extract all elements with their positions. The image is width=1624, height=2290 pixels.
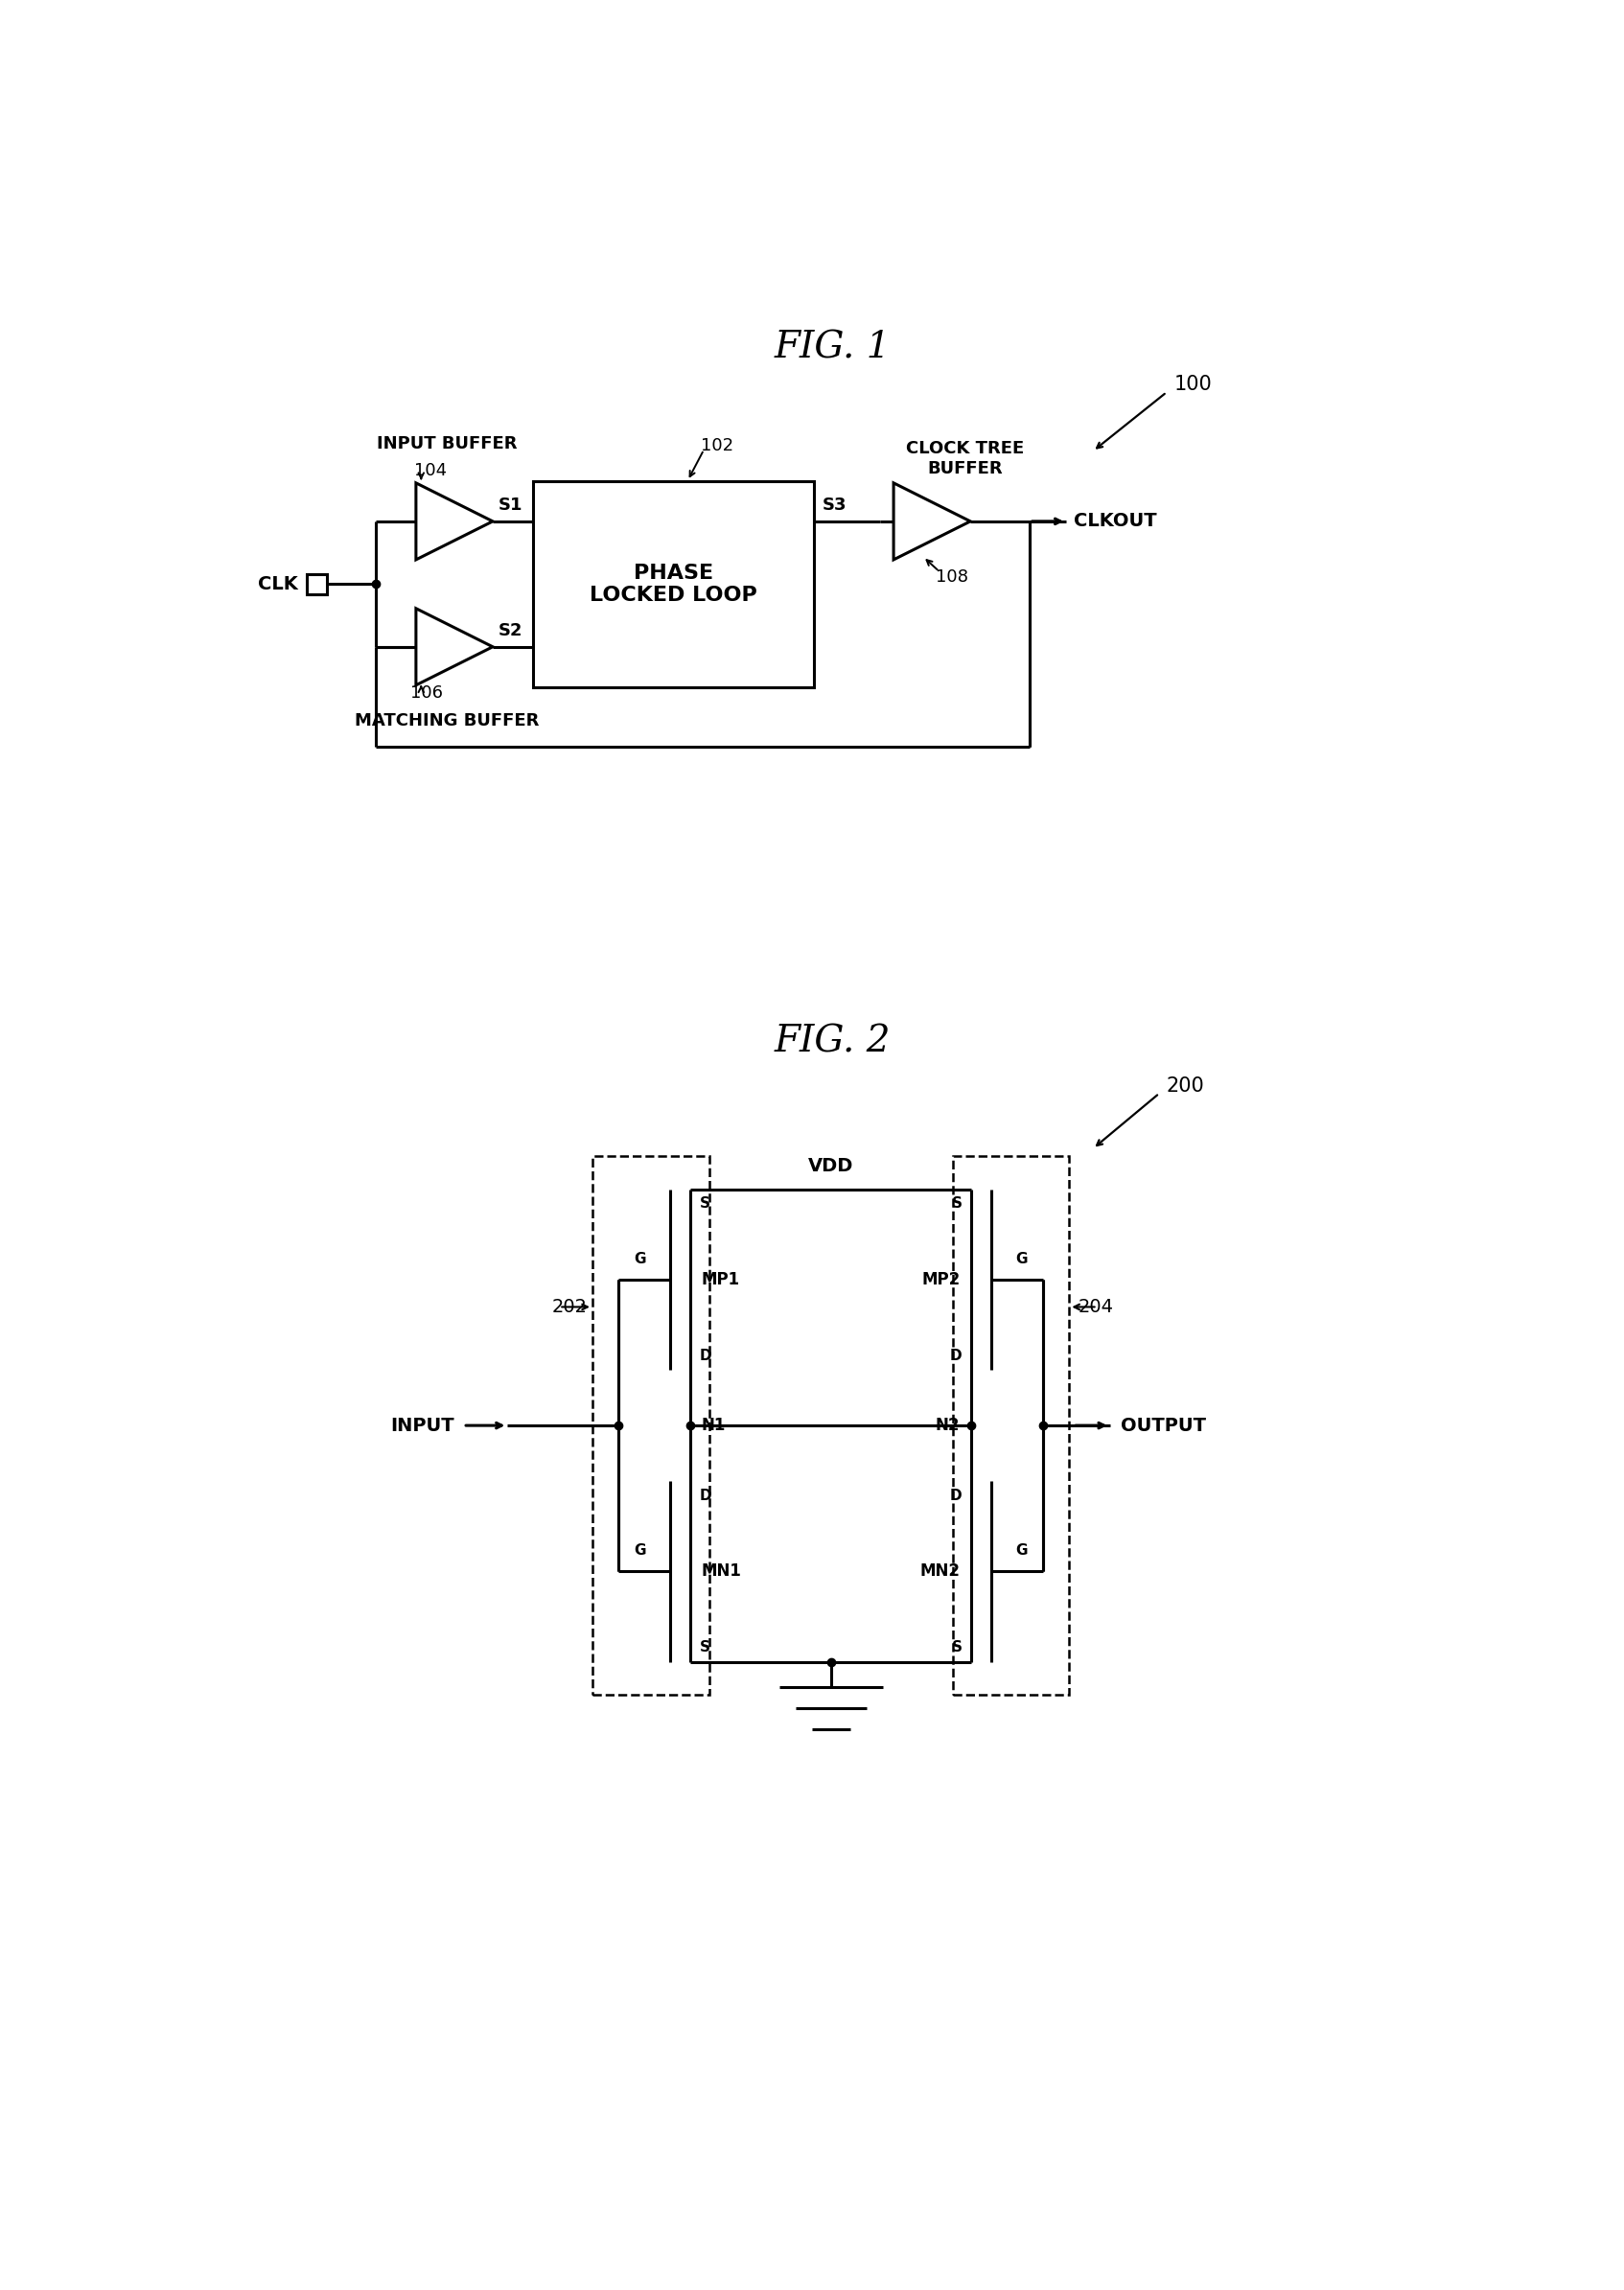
Text: 100: 100 <box>1174 376 1212 394</box>
Bar <box>307 575 328 595</box>
Text: INPUT BUFFER: INPUT BUFFER <box>377 435 516 453</box>
Text: N2: N2 <box>935 1418 960 1434</box>
Text: 104: 104 <box>414 463 447 481</box>
Text: N1: N1 <box>702 1418 726 1434</box>
Bar <box>533 481 814 687</box>
Text: OUTPUT: OUTPUT <box>1121 1418 1207 1434</box>
Text: S: S <box>952 1198 961 1211</box>
Text: INPUT: INPUT <box>390 1418 455 1434</box>
Text: 108: 108 <box>935 568 968 586</box>
Text: S: S <box>952 1640 961 1653</box>
Text: S1: S1 <box>499 497 523 513</box>
Text: FIG. 1: FIG. 1 <box>775 330 890 366</box>
Text: FIG. 2: FIG. 2 <box>775 1024 890 1060</box>
Text: S2: S2 <box>499 623 523 639</box>
Text: CLK: CLK <box>258 575 297 593</box>
Text: D: D <box>700 1489 711 1502</box>
Text: G: G <box>633 1253 646 1266</box>
Text: D: D <box>700 1349 711 1363</box>
Text: S: S <box>700 1198 710 1211</box>
Text: VDD: VDD <box>809 1156 854 1175</box>
Text: S: S <box>700 1640 710 1653</box>
Text: D: D <box>950 1349 961 1363</box>
Text: G: G <box>1017 1253 1028 1266</box>
Text: 200: 200 <box>1166 1076 1205 1095</box>
Text: S3: S3 <box>823 497 848 513</box>
Bar <box>593 1156 710 1695</box>
Text: 202: 202 <box>552 1298 588 1317</box>
Text: MATCHING BUFFER: MATCHING BUFFER <box>354 712 539 728</box>
Text: MN1: MN1 <box>702 1562 742 1580</box>
Text: MN2: MN2 <box>919 1562 960 1580</box>
Text: CLOCK TREE
BUFFER: CLOCK TREE BUFFER <box>906 440 1025 476</box>
Text: G: G <box>1017 1543 1028 1557</box>
Text: MP2: MP2 <box>921 1271 960 1289</box>
Text: 106: 106 <box>411 685 443 701</box>
Text: G: G <box>633 1543 646 1557</box>
Text: CLKOUT: CLKOUT <box>1073 513 1156 531</box>
Text: 204: 204 <box>1078 1298 1114 1317</box>
Text: PHASE
LOCKED LOOP: PHASE LOCKED LOOP <box>590 563 757 605</box>
Text: D: D <box>950 1489 961 1502</box>
Bar <box>953 1156 1069 1695</box>
Text: 102: 102 <box>702 437 734 453</box>
Text: MP1: MP1 <box>702 1271 741 1289</box>
